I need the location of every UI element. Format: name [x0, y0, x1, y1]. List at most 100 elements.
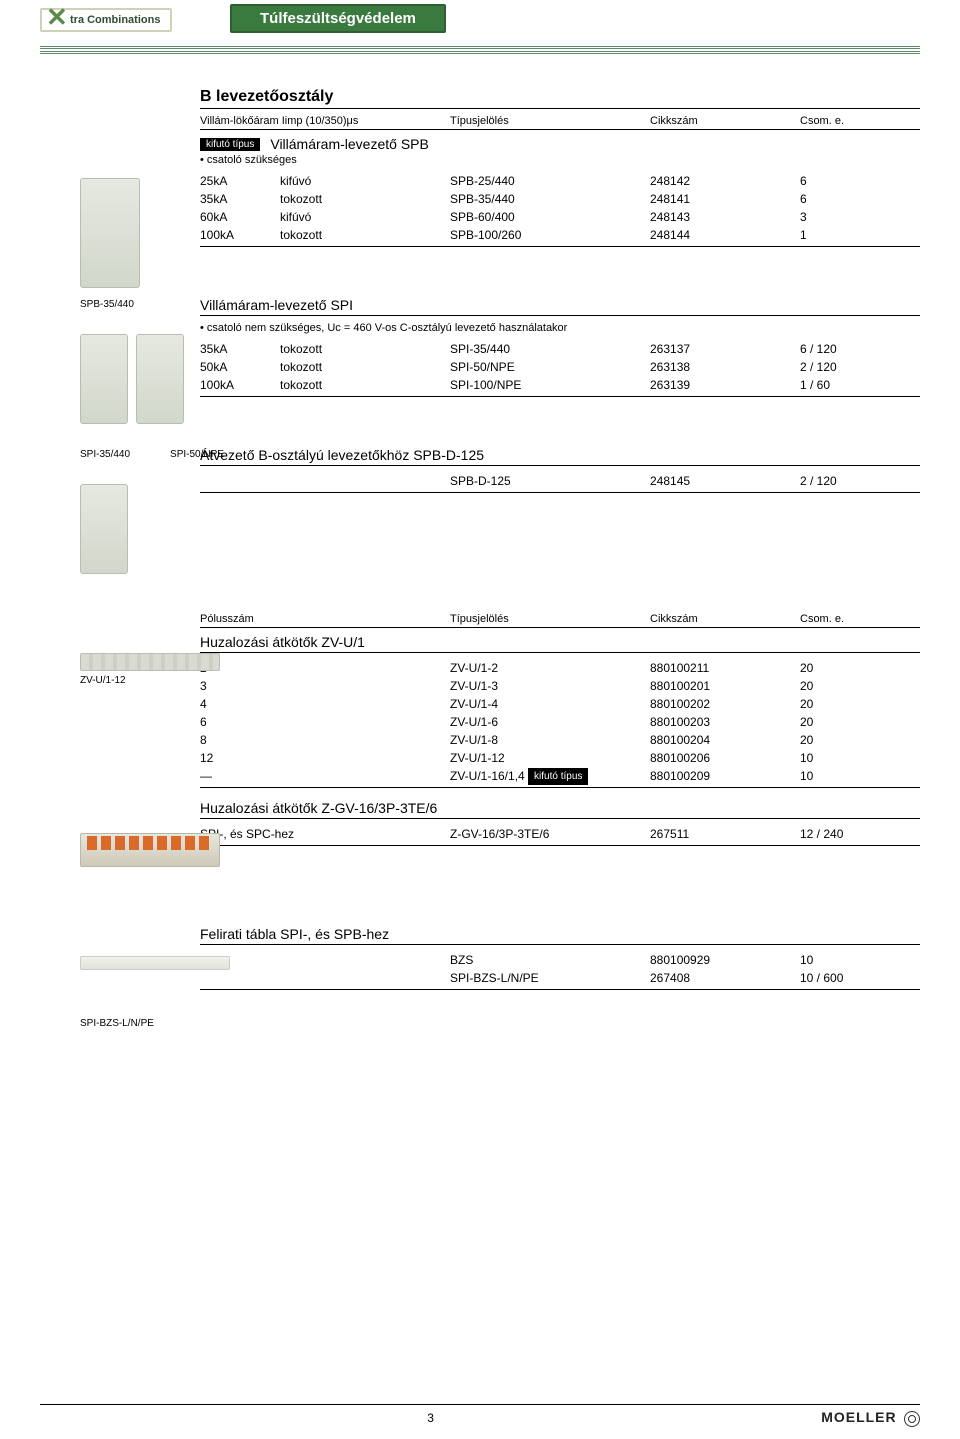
cell-a: 12 [200, 749, 450, 767]
col-2: Típusjelölés [450, 613, 650, 625]
table-row: 2ZV-U/1-288010021120 [200, 659, 920, 677]
cell-type: ZV-U/1-3 [450, 677, 650, 695]
table-row: 35kAtokozottSPI-35/4402631376 / 120 [200, 340, 920, 358]
cell-pack: 1 [800, 226, 880, 244]
cell-article: 248144 [650, 226, 800, 244]
kifuto-badge: kifutó típus [200, 138, 260, 151]
product-image [80, 178, 140, 288]
cell-article: 248142 [650, 172, 800, 190]
page-number: 3 [427, 1411, 434, 1425]
cell-pack: 20 [800, 677, 880, 695]
cell-pack: 10 [800, 767, 880, 785]
cell-article: 267408 [650, 969, 800, 987]
table-row: 50kAtokozottSPI-50/NPE2631382 / 120 [200, 358, 920, 376]
table-row: SPI-, és SPC-hez Z-GV-16/3P-3TE/6 267511… [200, 825, 920, 843]
cell-type: SPI-50/NPE [450, 358, 650, 376]
cell-article: 880100211 [650, 659, 800, 677]
table-row: 4ZV-U/1-488010020220 [200, 695, 920, 713]
section-b: B levezetőosztály Villám-lökőáram Iimp (… [40, 88, 920, 247]
cell-article: 248145 [650, 472, 800, 490]
top-banner: tra Combinations Túlfeszültségvédelem [40, 2, 920, 58]
caption-spb35: SPB-35/440 [80, 299, 230, 310]
cell-a: 4 [200, 695, 450, 713]
cell-b: tokozott [280, 190, 450, 208]
cell-pack: 20 [800, 731, 880, 749]
cell-pack: 10 / 600 [800, 969, 880, 987]
cell-type: ZV-U/1-16/1,4 kifutó típus [450, 767, 650, 785]
section-spi: SPB-35/440 Villámáram-levezető SPI • csa… [40, 297, 920, 397]
cell-article: 880100209 [650, 767, 800, 785]
cell-pack: 2 / 120 [800, 358, 880, 376]
cell-article: 263137 [650, 340, 800, 358]
cell-a: — [200, 767, 450, 785]
caption-spi2: SPI-50/NPE [170, 449, 224, 460]
strip-image [80, 956, 230, 970]
table-row: 6ZV-U/1-688010020320 [200, 713, 920, 731]
page-footer: 3 MOELLER [40, 1404, 920, 1427]
brand-icon [904, 1411, 920, 1427]
cell-pack: 6 [800, 190, 880, 208]
cell-type: ZV-U/1-8 [450, 731, 650, 749]
table-row: SPI-BZS-L/N/PE26740810 / 600 [200, 969, 920, 987]
combinations-badge: tra Combinations [40, 8, 172, 32]
cell-type: SPB-25/440 [450, 172, 650, 190]
spb-title-row: kifutó típus Villámáram-levezető SPB [200, 136, 920, 152]
cell-pack: 20 [800, 659, 880, 677]
spi-note: • csatoló nem szükséges, Uc = 460 V-os C… [200, 322, 920, 334]
category-pill: Túlfeszültségvédelem [230, 4, 446, 33]
cell-article: 880100204 [650, 731, 800, 749]
cell-type: SPB-60/400 [450, 208, 650, 226]
comb-image [80, 653, 220, 671]
col-3: Cikkszám [650, 613, 800, 625]
col-4: Csom. e. [800, 115, 880, 127]
cell-pack: 20 [800, 695, 880, 713]
product-image [80, 334, 128, 424]
cell-article: 263138 [650, 358, 800, 376]
cell-pack: 1 / 60 [800, 376, 880, 394]
col-1: Pólusszám [200, 613, 450, 625]
brand-label: MOELLER [821, 1409, 896, 1425]
busbar-image [80, 833, 220, 867]
spb-note: • csatoló szükséges [200, 154, 920, 166]
caption-spi1: SPI-35/440 [80, 449, 130, 460]
table-row: SPB-D-125 248145 2 / 120 [200, 472, 920, 490]
table-row: 8ZV-U/1-888010020420 [200, 731, 920, 749]
section-atvezeto: SPI-35/440 SPI-50/NPE Átvezető B-osztály… [40, 447, 920, 493]
cell-type: BZS [450, 951, 650, 969]
cell-b: tokozott [280, 358, 450, 376]
product-image [136, 334, 184, 424]
atvezeto-title: Átvezető B-osztályú levezetőkhöz SPB-D-1… [200, 447, 920, 463]
section-felirati: Felirati tábla SPI-, és SPB-hez BZS88010… [40, 926, 920, 990]
zgv-title: Huzalozási átkötők Z-GV-16/3P-3TE/6 [200, 800, 920, 816]
cell-a: 8 [200, 731, 450, 749]
cell-article: 880100206 [650, 749, 800, 767]
cell-pack: 3 [800, 208, 880, 226]
cell-article: 267511 [650, 825, 800, 843]
cell-a: 6 [200, 713, 450, 731]
cell-b: kifúvó [280, 208, 450, 226]
spi-title: Villámáram-levezető SPI [200, 297, 920, 313]
badge-label: tra Combinations [70, 14, 160, 26]
cell-type: SPI-35/440 [450, 340, 650, 358]
cell-article: 880100929 [650, 951, 800, 969]
table-row: 60kAkifúvóSPB-60/4002481433 [200, 208, 920, 226]
spb-title: Villámáram-levezető SPB [270, 136, 428, 152]
caption-felirati: SPI-BZS-L/N/PE [80, 1018, 230, 1029]
cell-pack: 10 [800, 749, 880, 767]
cell-pack: 6 / 120 [800, 340, 880, 358]
table-row: —ZV-U/1-16/1,4 kifutó típus88010020910 [200, 767, 920, 785]
col-1: Villám-lökőáram Iimp (10/350)μs [200, 115, 450, 127]
col-2: Típusjelölés [450, 115, 650, 127]
cell-a: SPI-, és SPC-hez [200, 825, 450, 843]
table-row: 25kAkifúvóSPB-25/4402481426 [200, 172, 920, 190]
cell-type: SPB-35/440 [450, 190, 650, 208]
table-row: 100kAtokozottSPB-100/2602481441 [200, 226, 920, 244]
product-image [80, 484, 128, 574]
cell-type: SPB-100/260 [450, 226, 650, 244]
table-row: BZS88010092910 [200, 951, 920, 969]
cell-article: 880100201 [650, 677, 800, 695]
zv-title: Huzalozási átkötők ZV-U/1 [200, 634, 920, 650]
cell-pack: 2 / 120 [800, 472, 880, 490]
x-icon [46, 6, 70, 34]
cell-article: 880100202 [650, 695, 800, 713]
